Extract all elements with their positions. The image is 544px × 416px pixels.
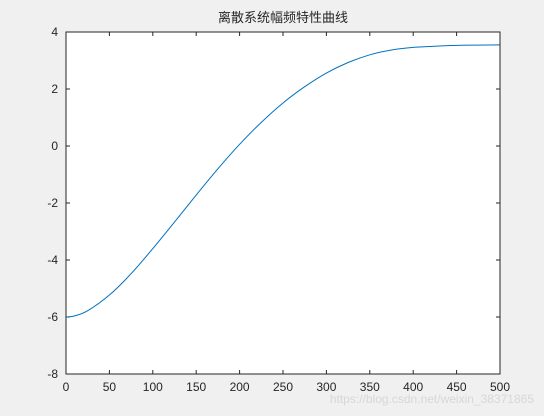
x-tick-label: 100 (143, 380, 163, 394)
series-line (65, 44, 501, 318)
x-tick-label: 0 (63, 380, 70, 394)
x-tick-label: 50 (103, 380, 117, 394)
tick-layer: 0 50 100 150 200 250 300 350 400 450 500 4 2 0 -2 -4 -6 -… (47, 25, 510, 394)
y-tick-label: -6 (47, 310, 58, 324)
axes-box (65, 31, 501, 375)
x-tick-label: 250 (273, 380, 293, 394)
y-tick-label: -8 (47, 367, 58, 381)
series-layer (65, 44, 501, 318)
plot-area (66, 32, 500, 374)
watermark: https://blog.csdn.net/weixin_38371865 (329, 392, 534, 406)
y-tick-label: -2 (47, 196, 58, 210)
x-tick-label: 450 (447, 380, 467, 394)
x-tick-label: 200 (230, 380, 250, 394)
x-tick-label: 500 (490, 380, 510, 394)
y-tick-label: 4 (51, 25, 58, 39)
x-tick-label: 150 (186, 380, 206, 394)
x-tick-label: 350 (360, 380, 380, 394)
x-tick-label: 300 (316, 380, 336, 394)
chart-title: 离散系统幅频特性曲线 (218, 10, 348, 25)
y-tick-label: 0 (51, 139, 58, 153)
x-tick-label: 400 (403, 380, 423, 394)
y-tick-label: 2 (51, 82, 58, 96)
y-tick-label: -4 (47, 253, 58, 267)
